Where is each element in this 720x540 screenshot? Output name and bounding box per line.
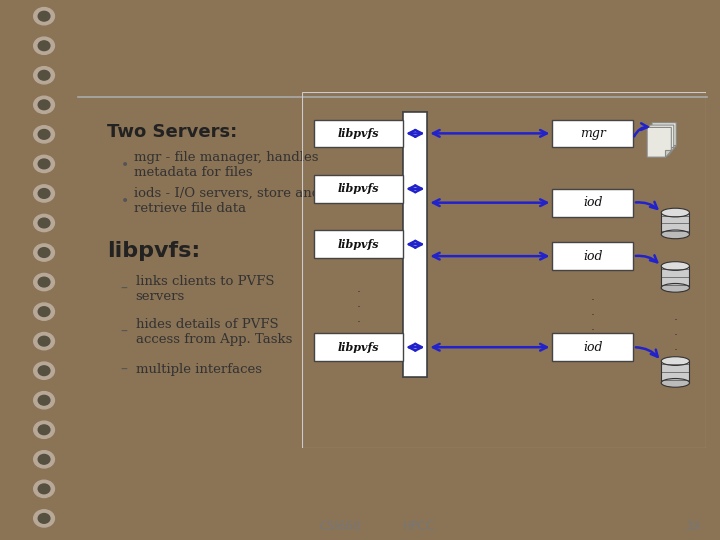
Text: mgr: mgr bbox=[580, 127, 606, 140]
Ellipse shape bbox=[34, 126, 55, 143]
Ellipse shape bbox=[34, 392, 55, 409]
Ellipse shape bbox=[34, 185, 55, 202]
Text: hides details of PVFS
access from App. Tasks: hides details of PVFS access from App. T… bbox=[135, 318, 292, 346]
Ellipse shape bbox=[38, 100, 50, 110]
Polygon shape bbox=[84, 244, 95, 258]
Ellipse shape bbox=[34, 333, 55, 350]
Ellipse shape bbox=[661, 208, 690, 217]
Ellipse shape bbox=[38, 514, 50, 523]
FancyBboxPatch shape bbox=[315, 231, 403, 258]
Text: CSI668: CSI668 bbox=[319, 520, 361, 533]
FancyBboxPatch shape bbox=[552, 333, 633, 361]
Polygon shape bbox=[647, 127, 671, 157]
Text: libpvfs: libpvfs bbox=[338, 342, 379, 353]
FancyBboxPatch shape bbox=[552, 189, 633, 217]
Ellipse shape bbox=[34, 156, 55, 173]
Text: iod: iod bbox=[583, 196, 603, 209]
Text: mgr - file manager, handles
metadata for files: mgr - file manager, handles metadata for… bbox=[134, 151, 318, 179]
Polygon shape bbox=[665, 150, 671, 157]
Ellipse shape bbox=[38, 70, 50, 80]
Ellipse shape bbox=[34, 362, 55, 379]
FancyBboxPatch shape bbox=[315, 119, 403, 147]
Text: iod: iod bbox=[583, 341, 603, 354]
Text: .
.
.: . . . bbox=[590, 290, 595, 333]
FancyBboxPatch shape bbox=[403, 112, 428, 377]
Ellipse shape bbox=[34, 37, 55, 55]
Ellipse shape bbox=[661, 357, 690, 366]
Bar bbox=[661, 213, 690, 234]
Text: iods - I/O servers, store and
retrieve file data: iods - I/O servers, store and retrieve f… bbox=[134, 187, 320, 215]
Ellipse shape bbox=[34, 451, 55, 468]
Ellipse shape bbox=[34, 244, 55, 261]
Ellipse shape bbox=[34, 214, 55, 232]
Polygon shape bbox=[649, 125, 674, 155]
Ellipse shape bbox=[38, 277, 50, 287]
Ellipse shape bbox=[38, 395, 50, 405]
Ellipse shape bbox=[661, 379, 690, 387]
FancyBboxPatch shape bbox=[315, 333, 403, 361]
Polygon shape bbox=[652, 123, 676, 152]
Text: .
.
.: . . . bbox=[673, 310, 678, 353]
Ellipse shape bbox=[38, 218, 50, 228]
Ellipse shape bbox=[38, 484, 50, 494]
Polygon shape bbox=[84, 125, 95, 139]
Text: iod: iod bbox=[583, 249, 603, 262]
Ellipse shape bbox=[38, 130, 50, 139]
Ellipse shape bbox=[34, 273, 55, 291]
Text: libpvfs: libpvfs bbox=[338, 128, 379, 139]
Text: multiple interfaces: multiple interfaces bbox=[135, 363, 261, 376]
Text: –: – bbox=[120, 282, 127, 296]
Ellipse shape bbox=[38, 248, 50, 258]
Ellipse shape bbox=[34, 8, 55, 25]
Text: libpvfs: libpvfs bbox=[338, 183, 379, 194]
Text: Two Servers:: Two Servers: bbox=[107, 123, 238, 141]
FancyBboxPatch shape bbox=[315, 175, 403, 202]
Text: •: • bbox=[120, 194, 129, 208]
Text: HPCC: HPCC bbox=[402, 520, 435, 533]
Ellipse shape bbox=[661, 230, 690, 239]
Ellipse shape bbox=[38, 11, 50, 21]
Bar bbox=[661, 266, 690, 288]
Ellipse shape bbox=[38, 425, 50, 435]
Ellipse shape bbox=[38, 159, 50, 169]
Text: .
.
.: . . . bbox=[357, 282, 361, 325]
FancyBboxPatch shape bbox=[552, 242, 633, 270]
Ellipse shape bbox=[661, 284, 690, 292]
Ellipse shape bbox=[38, 366, 50, 375]
Polygon shape bbox=[670, 145, 676, 152]
Text: libpvfs: libpvfs bbox=[338, 239, 379, 250]
Polygon shape bbox=[403, 112, 428, 377]
Text: 39: 39 bbox=[685, 520, 701, 533]
Polygon shape bbox=[667, 147, 674, 155]
Text: –: – bbox=[120, 363, 127, 377]
FancyBboxPatch shape bbox=[552, 119, 633, 147]
Bar bbox=[661, 361, 690, 383]
Ellipse shape bbox=[38, 455, 50, 464]
Ellipse shape bbox=[34, 96, 55, 113]
Ellipse shape bbox=[38, 188, 50, 198]
Ellipse shape bbox=[34, 66, 55, 84]
Ellipse shape bbox=[34, 480, 55, 497]
Ellipse shape bbox=[34, 303, 55, 320]
Ellipse shape bbox=[38, 307, 50, 316]
Ellipse shape bbox=[38, 336, 50, 346]
Ellipse shape bbox=[34, 510, 55, 527]
Text: –: – bbox=[120, 325, 127, 339]
Text: links clients to PVFS
servers: links clients to PVFS servers bbox=[135, 275, 274, 303]
Ellipse shape bbox=[661, 262, 690, 271]
Ellipse shape bbox=[34, 421, 55, 438]
Text: PVFS Components...: PVFS Components... bbox=[91, 38, 438, 70]
Ellipse shape bbox=[38, 41, 50, 51]
Text: •: • bbox=[120, 158, 129, 172]
Text: libpvfs:: libpvfs: bbox=[107, 241, 201, 261]
